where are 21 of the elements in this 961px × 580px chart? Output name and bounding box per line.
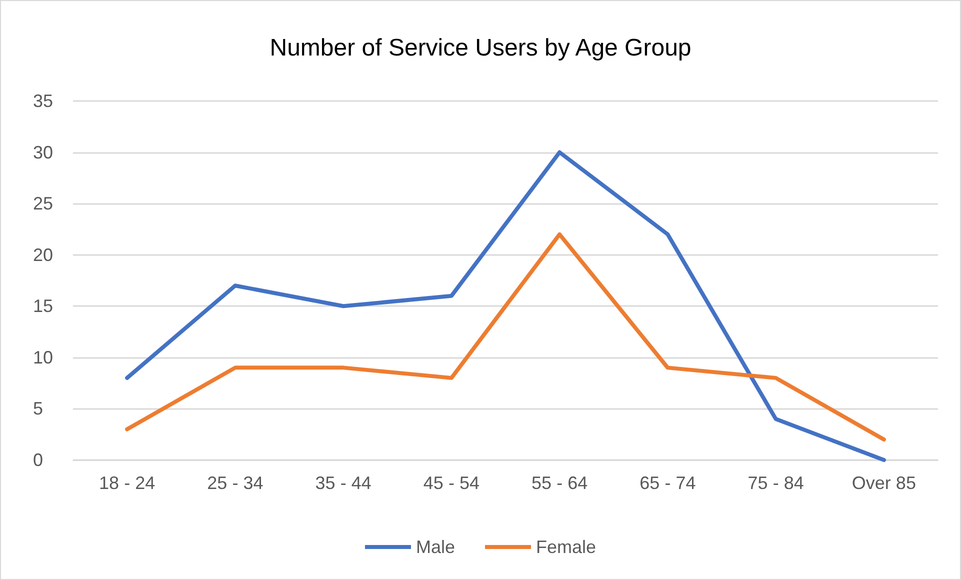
- x-tick-label: 35 - 44: [315, 473, 372, 493]
- y-tick-label: 5: [33, 398, 44, 419]
- x-tick-label: 45 - 54: [423, 473, 480, 493]
- x-tick-label: 55 - 64: [532, 473, 588, 493]
- x-tick-label: 18 - 24: [99, 473, 156, 493]
- x-tick-label: 65 - 74: [640, 473, 696, 493]
- x-tick-label: 75 - 84: [748, 473, 804, 493]
- y-tick-label: 30: [33, 142, 54, 162]
- y-tick-label: 20: [33, 244, 54, 265]
- legend-label: Male: [416, 537, 455, 557]
- y-tick-label: 25: [33, 194, 54, 214]
- y-tick-label: 0: [33, 450, 44, 470]
- y-tick-label: 15: [33, 296, 54, 316]
- y-tick-label: 10: [33, 347, 54, 368]
- line-series: [125, 232, 886, 442]
- legend-label: Female: [536, 537, 596, 557]
- y-tick-label: 35: [33, 91, 54, 111]
- chart-title: Number of Service Users by Age Group: [270, 34, 692, 62]
- x-tick-label: Over 85: [852, 473, 916, 493]
- line-series: [125, 150, 886, 462]
- x-tick-label: 25 - 34: [207, 473, 264, 493]
